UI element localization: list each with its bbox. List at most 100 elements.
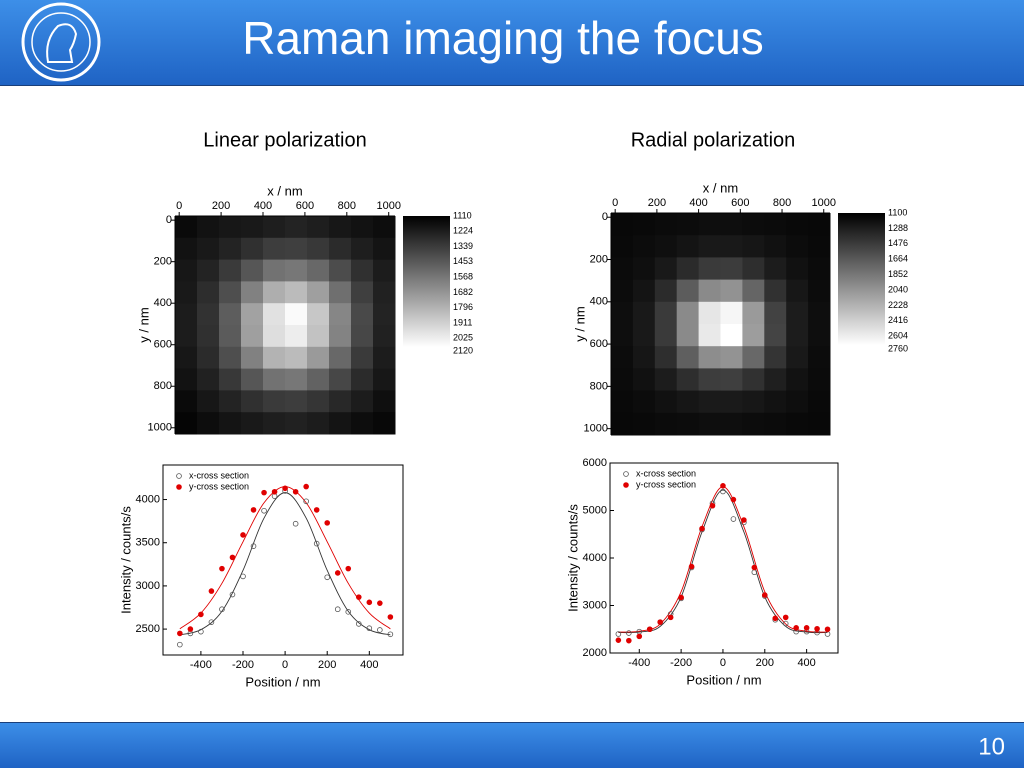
y-tick-label: 2500: [136, 623, 160, 635]
heatmap-cell: [285, 303, 308, 326]
heatmap-cell: [698, 279, 721, 303]
heatmap-cell: [786, 257, 809, 281]
heatmap-cell: [632, 412, 656, 436]
heatmap-cell: [373, 390, 396, 413]
y-tick-label: 2000: [583, 647, 607, 659]
x-tick-label: 400: [689, 197, 707, 209]
heatmap-cell: [676, 390, 700, 414]
heatmap-cell: [742, 390, 765, 414]
data-point: [240, 573, 246, 580]
heatmap-cell: [373, 303, 396, 326]
y-tick-label: 400: [590, 296, 608, 308]
heatmap-cell: [329, 346, 352, 370]
legend-label: y-cross section: [189, 481, 249, 491]
heatmap-cell: [742, 412, 765, 436]
x-tick-label: 600: [731, 197, 749, 209]
x-tick-label: 400: [797, 657, 815, 669]
y-axis-label: Intensity / counts/s: [565, 504, 580, 612]
data-point: [730, 496, 737, 503]
data-point: [345, 609, 352, 615]
heatmap-cell: [197, 368, 220, 391]
data-point: [303, 498, 309, 505]
heatmap-cell: [263, 303, 286, 326]
heatmap-cell: [241, 390, 264, 413]
heatmap-cell: [654, 235, 678, 258]
y-tick-label: 400: [154, 297, 172, 309]
heatmap-cell: [742, 279, 765, 303]
heatmap-cell: [676, 368, 700, 392]
heatmap-cell: [329, 390, 352, 413]
heatmap-cell: [698, 412, 721, 436]
data-point: [334, 606, 341, 613]
heatmap-cell: [720, 324, 743, 347]
heatmap-cell: [611, 235, 634, 258]
heatmap-cell: [373, 412, 396, 435]
heatmap-cell: [764, 301, 787, 325]
data-point: [198, 628, 204, 635]
data-point: [229, 554, 236, 561]
heatmap-cell: [175, 281, 198, 304]
heatmap-cell: [786, 346, 809, 369]
heatmap-cell: [786, 412, 809, 436]
data-point: [303, 483, 309, 490]
colorbar: [838, 213, 885, 345]
x-tick-label: 400: [254, 200, 272, 212]
heatmap-cell: [720, 346, 743, 369]
heatmap-cell: [329, 325, 352, 348]
heatmap-cell: [373, 259, 396, 282]
y-tick-label: 5000: [583, 504, 607, 516]
heatmap-cell: [654, 346, 678, 369]
heatmap-cell: [219, 216, 242, 239]
heatmap-cell: [373, 346, 396, 370]
plot-frame: [162, 464, 404, 656]
heatmap-cell: [373, 325, 396, 348]
heatmap-cell: [611, 346, 634, 369]
heatmap-cell: [764, 324, 787, 347]
data-point: [177, 641, 183, 648]
heatmap-cell: [263, 412, 286, 435]
x-tick-label: 200: [212, 200, 230, 212]
heatmap-cell: [654, 213, 678, 236]
data-point: [387, 631, 394, 638]
heatmap-cell: [632, 279, 656, 303]
x-tick-label: 0: [720, 657, 726, 669]
heatmap-cell: [329, 303, 352, 326]
data-point: [803, 625, 810, 631]
heatmap-cell: [307, 259, 330, 282]
heatmap-cell: [351, 237, 374, 261]
heatmap-cell: [175, 325, 198, 348]
data-point: [292, 488, 299, 495]
heatmap-cell: [698, 346, 721, 369]
y-tick-label: 800: [590, 380, 608, 392]
heatmap-cell: [197, 346, 220, 370]
heatmap-cell: [676, 412, 700, 436]
y-tick-label: 600: [590, 338, 608, 350]
data-point: [377, 627, 383, 633]
data-point: [751, 564, 758, 571]
data-point: [271, 488, 278, 495]
heatmap-cell: [786, 390, 809, 414]
heatmap-cell: [654, 301, 678, 325]
heatmap-cell: [241, 368, 264, 391]
y-tick-label: 6000: [583, 457, 607, 469]
heatmap-cell: [197, 216, 220, 239]
heatmap-cell: [351, 281, 374, 304]
heatmap-cell: [175, 237, 198, 261]
colorbar-label: 1339: [453, 241, 473, 251]
data-point: [626, 630, 632, 636]
heatmap-cell: [676, 213, 700, 236]
heatmap-cell: [632, 368, 656, 392]
heatmap-cell: [241, 303, 264, 326]
x-tick-label: -200: [232, 659, 254, 671]
heatmap-cell: [219, 368, 242, 391]
heatmap-cell: [197, 412, 220, 435]
heatmap-cell: [263, 325, 286, 348]
colorbar-label: 2416: [888, 315, 908, 325]
heatmap-cell: [219, 259, 242, 282]
data-point: [187, 626, 194, 632]
heatmap-cell: [654, 368, 678, 392]
colorbar-label: 1796: [453, 302, 473, 312]
data-point: [720, 488, 726, 495]
heatmap-cell: [764, 368, 787, 392]
heatmap-cell: [742, 324, 765, 347]
